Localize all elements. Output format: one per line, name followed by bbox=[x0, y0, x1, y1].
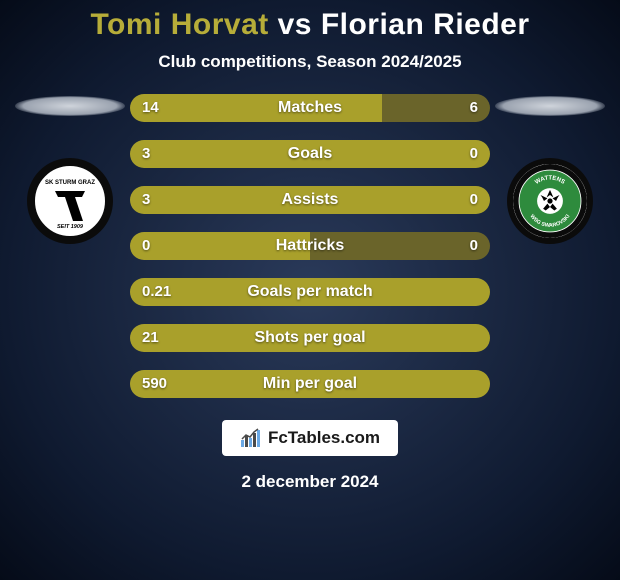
stat-value-left: 14 bbox=[142, 94, 159, 122]
stat-label: Min per goal bbox=[130, 370, 490, 398]
stat-row: Min per goal590 bbox=[130, 370, 490, 398]
stat-label: Goals bbox=[130, 140, 490, 168]
page-title: Tomi Horvat vs Florian Rieder bbox=[90, 8, 529, 42]
stat-row: Shots per goal21 bbox=[130, 324, 490, 352]
stat-value-left: 21 bbox=[142, 324, 159, 352]
stat-row: Assists3 0 bbox=[130, 186, 490, 214]
stat-value-right: 6 bbox=[470, 94, 478, 122]
stat-value-left: 0 bbox=[142, 232, 150, 260]
brand-badge: FcTables.com bbox=[222, 420, 398, 456]
stat-label: Matches bbox=[130, 94, 490, 122]
main-row: SK STURM GRAZ SEIT 1909 Matches146Goals3… bbox=[0, 94, 620, 398]
player1-silhouette-shadow bbox=[15, 96, 125, 116]
player2-silhouette-shadow bbox=[495, 96, 605, 116]
stat-label: Assists bbox=[130, 186, 490, 214]
stat-label: Goals per match bbox=[130, 278, 490, 306]
stat-row: Goals3 0 bbox=[130, 140, 490, 168]
wsg-wattens-icon: WATTENS WSG SWAROVSKI bbox=[513, 164, 587, 238]
fctables-logo-icon bbox=[240, 428, 262, 448]
title-player2: Florian Rieder bbox=[321, 8, 530, 41]
right-club-column: WATTENS WSG SWAROVSKI bbox=[490, 94, 610, 244]
stat-value-right: 0 bbox=[470, 140, 478, 168]
stat-value-left: 590 bbox=[142, 370, 167, 398]
stat-value-right: 0 bbox=[470, 232, 478, 260]
stat-row: Goals per match0.21 bbox=[130, 278, 490, 306]
svg-text:SEIT 1909: SEIT 1909 bbox=[57, 224, 84, 230]
comparison-card: Tomi Horvat vs Florian Rieder Club compe… bbox=[0, 0, 620, 580]
sturm-graz-icon: SK STURM GRAZ SEIT 1909 bbox=[35, 166, 105, 236]
stat-value-right: 0 bbox=[470, 186, 478, 214]
stats-bars: Matches146Goals30Assists30Hattricks00Goa… bbox=[130, 94, 490, 398]
stat-label: Shots per goal bbox=[130, 324, 490, 352]
svg-text:SK STURM GRAZ: SK STURM GRAZ bbox=[45, 180, 95, 186]
stat-value-left: 0.21 bbox=[142, 278, 171, 306]
title-vs: vs bbox=[278, 8, 312, 41]
title-player1: Tomi Horvat bbox=[90, 8, 268, 41]
stat-value-left: 3 bbox=[142, 140, 150, 168]
brand-text: FcTables.com bbox=[268, 428, 380, 448]
stat-value-left: 3 bbox=[142, 186, 150, 214]
stat-row: Matches14 6 bbox=[130, 94, 490, 122]
footer-date: 2 december 2024 bbox=[241, 472, 378, 492]
stat-row: Hattricks0 0 bbox=[130, 232, 490, 260]
left-club-column: SK STURM GRAZ SEIT 1909 bbox=[10, 94, 130, 244]
club-crest-left: SK STURM GRAZ SEIT 1909 bbox=[27, 158, 113, 244]
stat-label: Hattricks bbox=[130, 232, 490, 260]
subtitle: Club competitions, Season 2024/2025 bbox=[158, 52, 461, 72]
club-crest-right: WATTENS WSG SWAROVSKI bbox=[507, 158, 593, 244]
